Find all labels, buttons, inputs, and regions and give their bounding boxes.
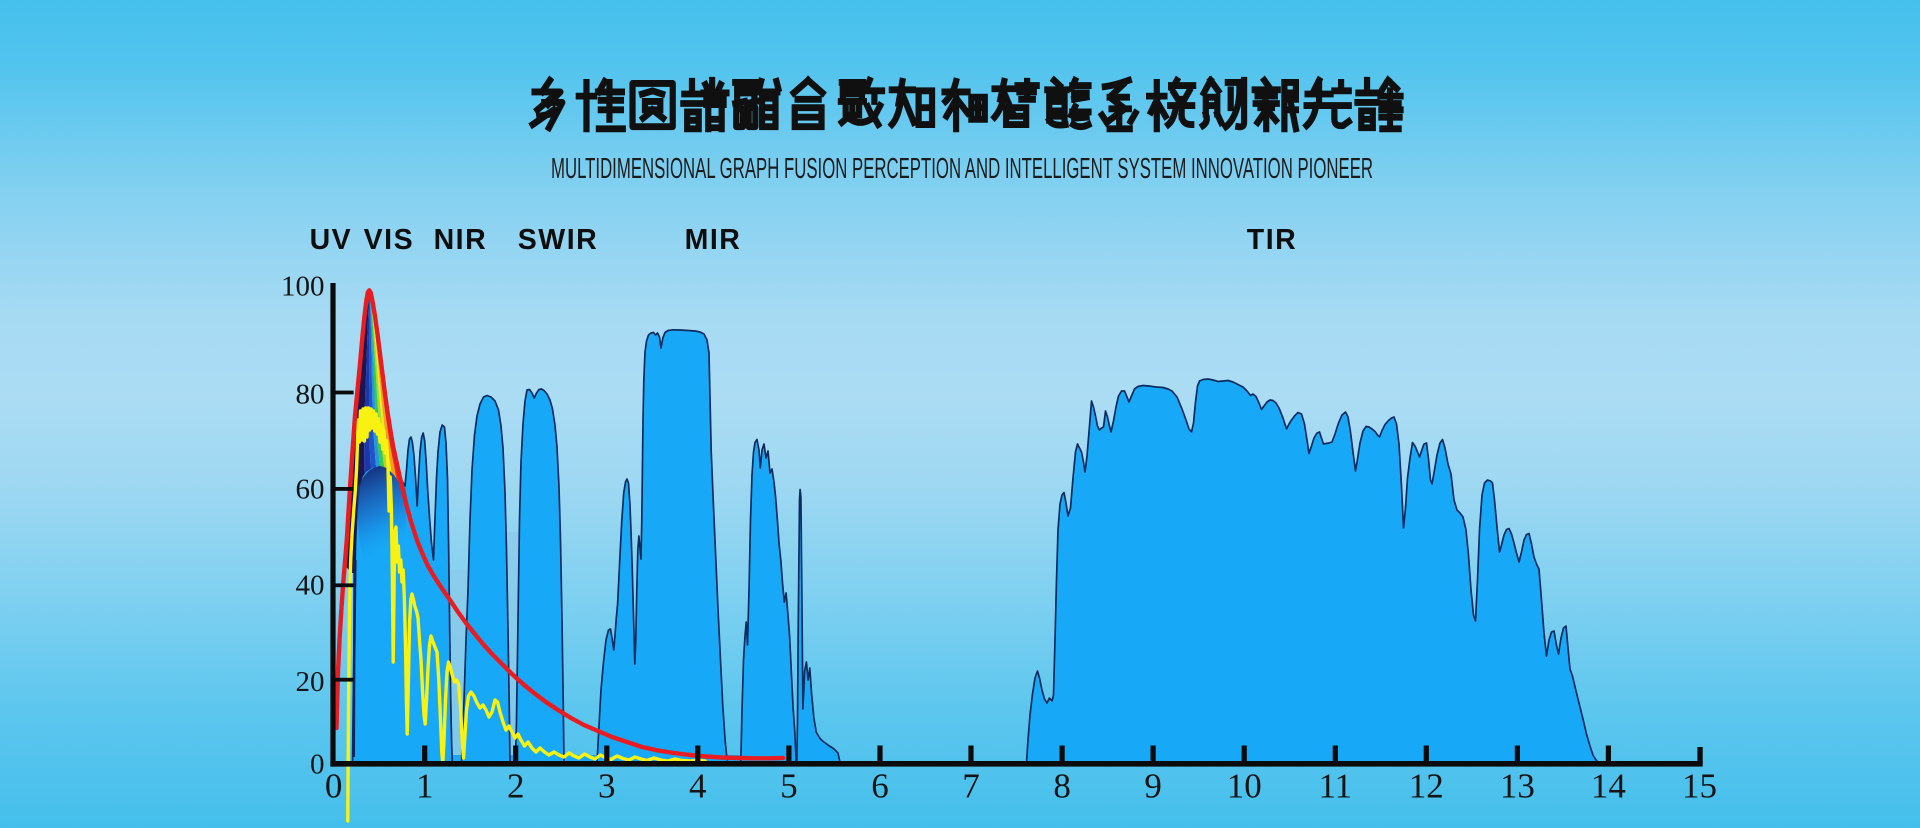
svg-text:UV: UV: [310, 224, 353, 256]
svg-text:SWIR: SWIR: [518, 224, 598, 256]
svg-text:40: 40: [296, 570, 325, 602]
svg-text:3: 3: [598, 767, 616, 806]
svg-text:14: 14: [1591, 767, 1626, 806]
svg-text:100: 100: [281, 271, 325, 303]
svg-text:7: 7: [962, 767, 980, 806]
svg-text:13: 13: [1500, 767, 1535, 806]
svg-text:12: 12: [1409, 767, 1444, 806]
svg-text:80: 80: [296, 379, 325, 411]
svg-text:MIR: MIR: [685, 224, 742, 256]
svg-text:NIR: NIR: [434, 224, 488, 256]
svg-text:1: 1: [416, 767, 434, 806]
svg-text:5: 5: [780, 767, 798, 806]
svg-text:2: 2: [507, 767, 525, 806]
svg-text:10: 10: [1227, 767, 1262, 806]
svg-text:0: 0: [325, 767, 343, 806]
svg-text:15: 15: [1682, 767, 1717, 806]
svg-text:VIS: VIS: [364, 224, 414, 256]
svg-text:6: 6: [871, 767, 889, 806]
svg-text:9: 9: [1144, 767, 1162, 806]
svg-text:11: 11: [1318, 767, 1352, 806]
svg-text:0: 0: [310, 749, 325, 781]
svg-text:TIR: TIR: [1247, 224, 1297, 256]
svg-text:MULTIDIMENSIONAL GRAPH FUSION: MULTIDIMENSIONAL GRAPH FUSION PERCEPTION…: [551, 153, 1373, 185]
svg-text:20: 20: [296, 666, 325, 698]
svg-text:8: 8: [1053, 767, 1071, 806]
svg-text:4: 4: [689, 767, 707, 806]
svg-text:60: 60: [296, 474, 325, 506]
